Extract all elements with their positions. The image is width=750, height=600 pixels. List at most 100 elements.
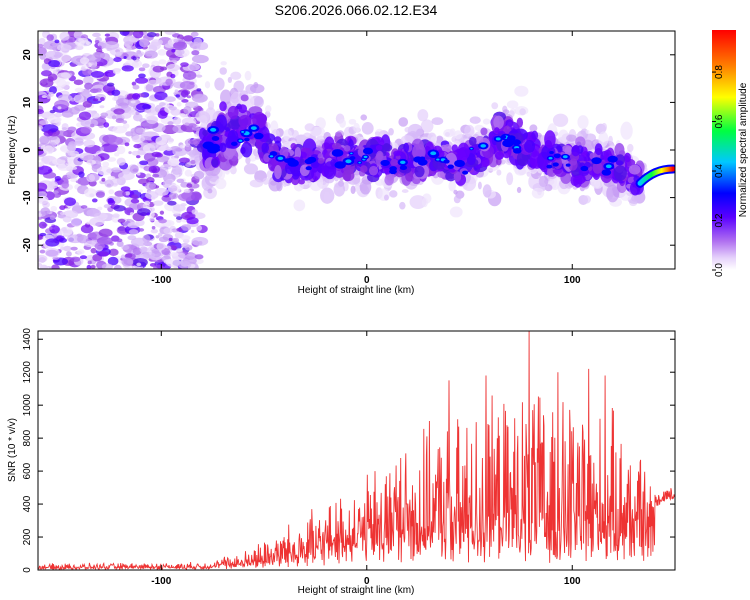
- spectrogram-blob: [154, 152, 163, 158]
- spectrogram-blob: [254, 155, 260, 160]
- spectrogram-blob: [120, 186, 131, 192]
- spectrogram-blob: [176, 178, 185, 183]
- spectrogram-blob: [580, 165, 589, 172]
- spectrogram-blob: [608, 135, 613, 144]
- spectrogram-blob: [506, 100, 519, 109]
- spectrogram-blob: [54, 99, 70, 110]
- spectrogram-blob: [96, 166, 113, 176]
- spectrogram-blob: [54, 39, 60, 44]
- spectrogram-blob: [172, 116, 182, 125]
- spectrogram-blob: [277, 156, 284, 161]
- spectrogram-blob: [513, 148, 522, 154]
- spectrogram-blob: [507, 135, 516, 141]
- spectrogram-blob: [170, 245, 178, 251]
- spectrogram-blob: [298, 179, 305, 185]
- spectrogram-blob: [552, 113, 569, 127]
- spectrogram-blob: [544, 184, 553, 192]
- spectrogram-blob: [191, 54, 209, 64]
- spectrogram-blob: [193, 37, 203, 46]
- spectrogram-blob: [191, 93, 208, 103]
- spectrogram-blob: [40, 124, 59, 133]
- spectrogram-blob: [375, 144, 383, 151]
- spectrogram-blob: [176, 49, 185, 55]
- spectrogram-blob: [136, 172, 141, 176]
- spectrogram-blob: [437, 170, 445, 178]
- colorbar-tick-label: 0.0: [714, 263, 725, 277]
- spectrogram-blob: [116, 145, 126, 155]
- spectrogram-blob: [48, 60, 60, 68]
- spectrogram-blob: [48, 91, 54, 97]
- spectrogram-blob: [628, 164, 641, 175]
- spectrogram-blob: [420, 119, 434, 133]
- spectrogram-blob: [83, 139, 96, 148]
- spectrogram-blob: [146, 32, 157, 38]
- spectrogram-blob: [164, 96, 176, 103]
- spectrogram-blob: [80, 205, 88, 209]
- spectrogram-blob: [294, 146, 302, 160]
- spectrogram-blob: [178, 157, 190, 164]
- spectrogram-blob: [126, 94, 133, 100]
- spectrogram-blob: [39, 249, 46, 254]
- spectrogram-blob: [191, 50, 200, 56]
- spectrogram-blob: [172, 237, 180, 244]
- spectrogram-blob: [165, 146, 173, 151]
- spectrogram-blob: [117, 218, 126, 223]
- spectrogram-blob: [43, 130, 53, 137]
- spectrogram-blob: [219, 101, 227, 112]
- spectrogram-blob: [83, 75, 94, 85]
- spectrogram-blob: [196, 74, 203, 78]
- spectrogram-blob: [194, 254, 204, 260]
- spectrogram-blob: [601, 122, 607, 132]
- spectrogram-blob: [266, 143, 279, 155]
- spectrogram-blob: [624, 152, 631, 163]
- spectrogram-blob: [115, 51, 122, 57]
- spectrogram-blob: [142, 63, 150, 69]
- snr-y-tick-label: 800: [22, 429, 33, 446]
- spectrogram-blob: [457, 142, 470, 161]
- spectrogram-blob: [76, 249, 85, 255]
- spectrogram-blob: [53, 190, 59, 194]
- spectrogram-blob: [180, 62, 189, 67]
- spectrogram-blob: [90, 247, 97, 254]
- spectrogram-blob: [50, 205, 58, 212]
- spectrogram-blob: [556, 145, 563, 153]
- spectrogram-blob: [167, 157, 180, 167]
- spectrogram-blob: [207, 145, 220, 154]
- spectrogram-blob: [287, 159, 299, 167]
- spectrogram-blob: [94, 39, 100, 44]
- spectrogram-blob: [153, 264, 165, 269]
- spectrogram-blob: [400, 135, 415, 145]
- spectrogram-blob: [137, 150, 146, 156]
- spectrogram-blob: [91, 198, 98, 203]
- snr-x-tick-label: 100: [564, 576, 581, 587]
- spectrogram-blob: [305, 166, 312, 171]
- spectrogram-blob: [262, 177, 270, 185]
- spectrogram-blob: [66, 143, 76, 151]
- spectrogram-blob: [139, 246, 148, 253]
- spectrogram-blob: [158, 218, 167, 224]
- spectrogram-blob: [361, 122, 374, 135]
- spectrogram-blob: [516, 186, 522, 194]
- spectrogram-blob: [210, 127, 217, 132]
- spectrogram-blob: [132, 31, 144, 39]
- spectrogram-blob: [493, 115, 504, 130]
- spectrogram-blob: [112, 213, 120, 218]
- spectrogram-blob: [111, 115, 117, 120]
- spectrogram-blob: [95, 191, 105, 198]
- spectrogram-blob: [115, 238, 123, 243]
- spectrogram-blob: [149, 217, 155, 222]
- spectrogram-blob: [481, 157, 490, 168]
- spectrogram-blob: [163, 149, 176, 156]
- spectrogram-blob: [56, 43, 72, 52]
- spectrogram-blob: [75, 45, 84, 51]
- spectrogram-blob: [399, 201, 406, 210]
- spectrogram-blob: [146, 212, 150, 216]
- spectrogram-blob: [97, 45, 102, 50]
- spectrogram-blob: [453, 195, 461, 204]
- spectrogram-blob: [546, 164, 553, 169]
- spectrogram-blob: [179, 113, 186, 117]
- spectrogram-blob: [176, 102, 182, 107]
- spectrogram-blob: [241, 141, 253, 158]
- spectrogram-blob: [477, 181, 482, 190]
- spectrogram-blob: [449, 206, 463, 218]
